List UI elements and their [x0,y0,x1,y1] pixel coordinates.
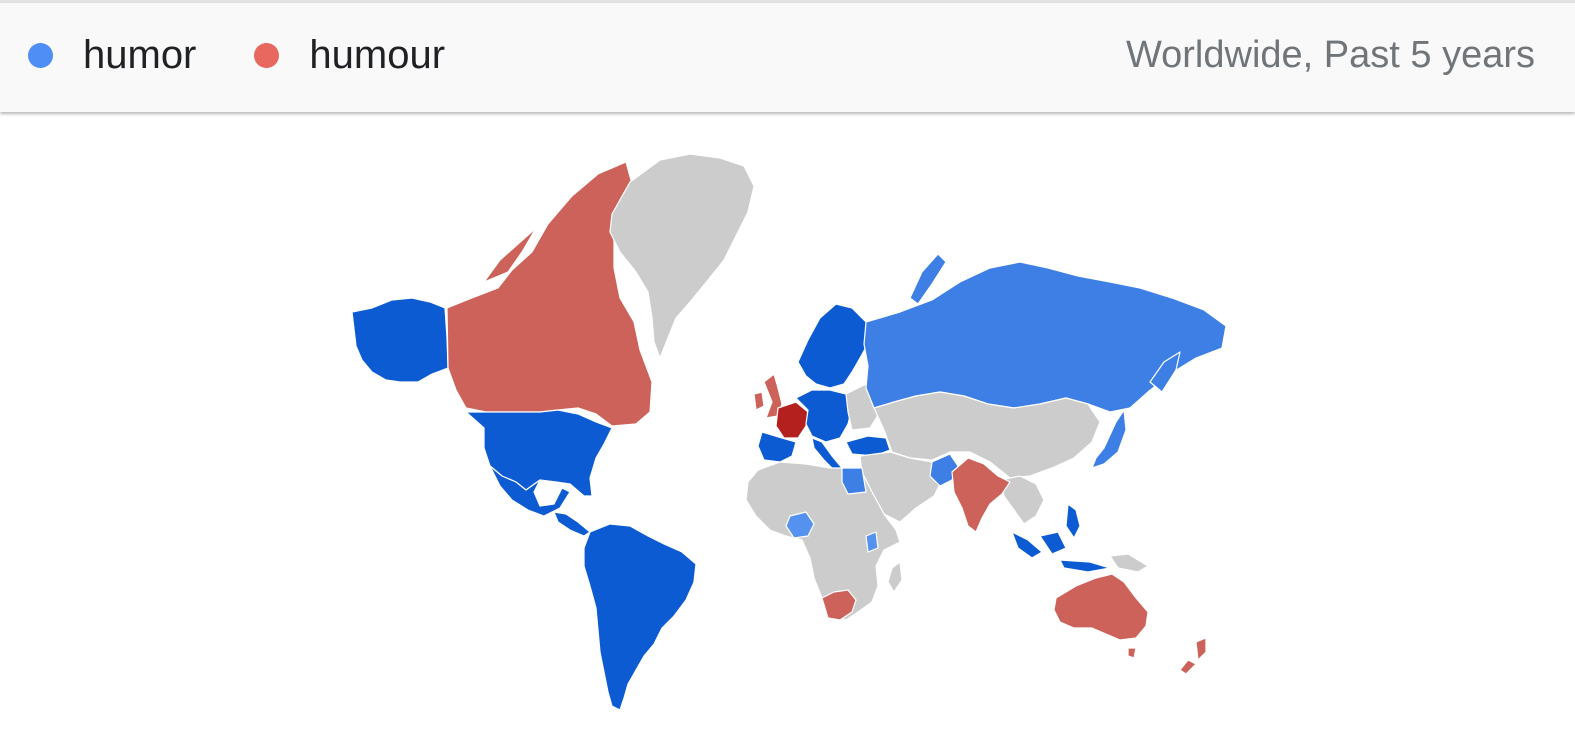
legend-item-humour[interactable]: humour [254,33,445,77]
region-pakistan[interactable] [929,453,959,487]
region-nigeria[interactable] [785,511,815,539]
region-japan[interactable] [1091,409,1127,469]
region-canada-islands[interactable] [483,227,537,283]
region-new-zealand[interactable] [1179,637,1207,675]
region-turkey[interactable] [845,435,891,457]
world-map [351,153,1227,711]
world-map-container [0,112,1575,754]
legend: humor humour [28,33,503,77]
humour-dot-icon [254,42,280,68]
region-greenland [609,153,755,359]
region-philippines[interactable] [1065,503,1081,539]
region-india[interactable] [951,457,1011,533]
region-mexico[interactable] [489,465,571,517]
legend-item-humor[interactable]: humor [28,33,196,77]
humor-dot-icon [28,42,53,68]
region-france[interactable] [775,401,809,439]
region-scandinavia[interactable] [797,303,871,389]
region-novaya-zemlya[interactable] [909,253,947,305]
region-kenya[interactable] [865,531,879,553]
region-central-europe[interactable] [795,389,853,443]
region-ireland[interactable] [753,391,765,411]
scope-label: Worldwide, Past 5 years [1125,34,1535,76]
region-central-asia [873,391,1101,479]
region-south-america[interactable] [583,523,697,711]
region-australia[interactable] [1053,573,1149,641]
region-kamchatka[interactable] [1149,351,1181,393]
region-egypt[interactable] [841,467,867,495]
region-south-africa[interactable] [821,589,857,621]
map-header: humor humour Worldwide, Past 5 years [0,0,1575,112]
region-new-guinea [1109,553,1149,573]
region-alaska[interactable] [351,297,449,383]
region-indonesia[interactable] [1011,531,1111,573]
legend-label-humour: humour [309,33,446,77]
legend-label-humor: humor [83,33,197,77]
region-southeast-asia [999,475,1045,525]
region-central-america[interactable] [553,511,591,537]
region-madagascar [887,561,903,593]
region-tasmania[interactable] [1127,647,1137,659]
region-spain[interactable] [757,431,797,463]
